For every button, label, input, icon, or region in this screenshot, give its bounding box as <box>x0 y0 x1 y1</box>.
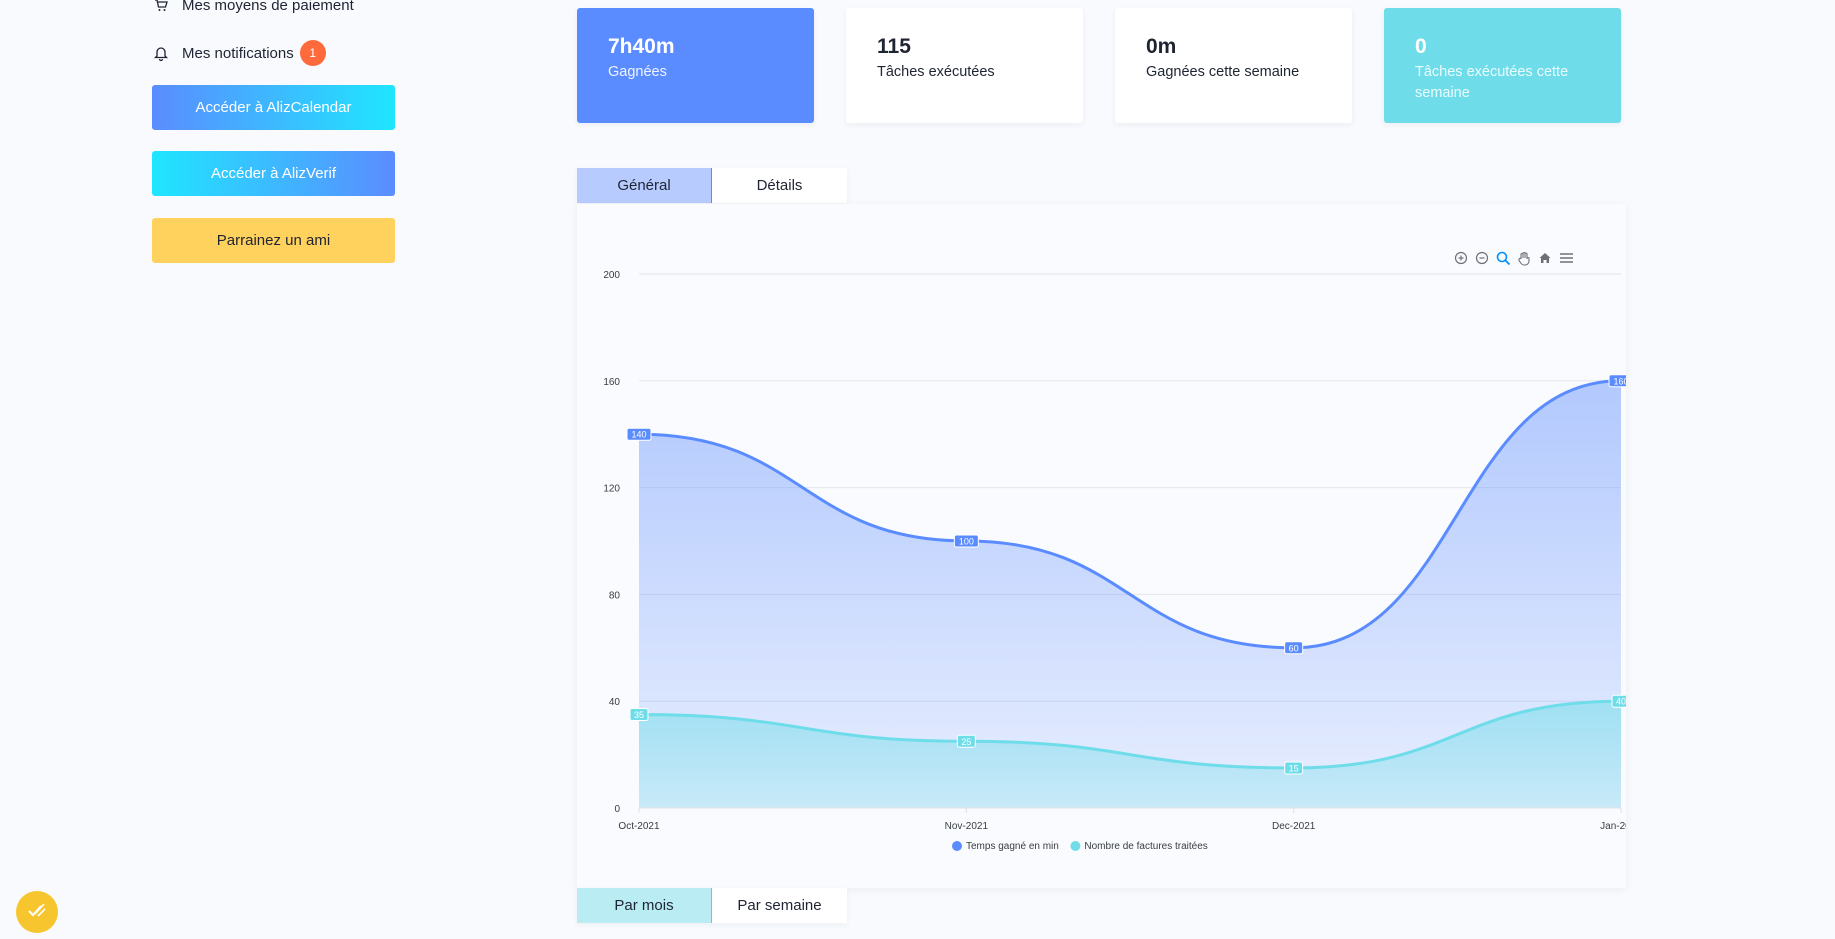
stat-value: 115 <box>877 35 911 58</box>
x-tick-label: Nov-2021 <box>945 821 989 832</box>
checklist-icon <box>25 898 49 927</box>
data-label: 40 <box>1616 697 1626 707</box>
alizcalendar-button[interactable]: Accéder à AlizCalendar <box>152 85 395 130</box>
data-label: 35 <box>634 710 644 720</box>
legend-marker <box>1070 841 1081 851</box>
data-label-bg <box>953 534 979 548</box>
stat-card-tasks: 115 Tâches exécutées <box>846 8 1083 123</box>
series-area <box>639 701 1621 808</box>
x-tick-label: Jan-2022 <box>1600 821 1626 832</box>
chart-view-tabs: Général Détails <box>577 168 847 203</box>
data-label: 160 <box>1613 376 1626 386</box>
chart-card: 140 100 60 160 35 25 15 40 0 40 80 120 160 200 Oct-20… <box>577 204 1626 888</box>
cart-icon <box>152 0 170 14</box>
y-tick-label: 0 <box>614 804 620 815</box>
period-tabs: Par mois Par semaine <box>577 888 847 923</box>
zoom-out-icon[interactable] <box>1474 250 1490 266</box>
stat-card-time-saved: 7h40m Gagnées <box>577 8 814 123</box>
legend-marker <box>952 841 962 851</box>
area-chart: 140 100 60 160 35 25 15 40 0 40 80 120 160 200 Oct-20… <box>603 270 1626 852</box>
stat-label: Gagnées cette semaine <box>1146 64 1300 80</box>
sidebar-item-label: Mes moyens de paiement <box>182 0 354 14</box>
y-tick-label: 120 <box>603 484 620 495</box>
series-line <box>638 699 1622 770</box>
data-label-bg <box>956 734 976 748</box>
tab-general[interactable]: Général <box>577 168 712 203</box>
data-label: 100 <box>959 537 974 547</box>
y-tick-label: 40 <box>609 697 621 708</box>
x-tick-label: Oct-2021 <box>618 821 660 832</box>
stat-label: Tâches exécutées <box>877 64 995 80</box>
sidebar-item-label: Mes notifications <box>182 44 294 62</box>
help-fab-button[interactable] <box>16 891 58 933</box>
data-label: 15 <box>1289 763 1299 773</box>
data-label: 140 <box>631 430 646 440</box>
y-tick-label: 80 <box>609 590 621 601</box>
stat-label: Gagnées <box>608 64 667 80</box>
stat-card-time-week: 0m Gagnées cette semaine <box>1115 8 1352 123</box>
stat-value: 0m <box>1146 35 1177 58</box>
menu-icon[interactable] <box>1558 250 1574 266</box>
stat-card-tasks-week: 0 Tâches exécutées cette semaine <box>1384 8 1621 123</box>
bell-icon <box>152 44 170 62</box>
data-label: 25 <box>961 737 971 747</box>
series-line <box>638 379 1622 650</box>
data-label-bg <box>1284 641 1304 655</box>
notification-badge: 1 <box>299 40 326 66</box>
data-label-bg <box>1611 694 1626 708</box>
chart-toolbar <box>1453 250 1574 266</box>
sidebar-item-notifications[interactable]: Mes notifications 1 <box>152 40 326 66</box>
alizverif-button[interactable]: Accéder à AlizVerif <box>152 151 395 196</box>
y-tick-label: 200 <box>603 270 620 281</box>
data-label-bg <box>1284 761 1304 775</box>
home-reset-icon[interactable] <box>1537 250 1553 266</box>
zoom-in-icon[interactable] <box>1453 250 1469 266</box>
y-tick-label: 160 <box>603 377 620 388</box>
pan-hand-icon[interactable] <box>1516 250 1532 266</box>
refer-friend-button[interactable]: Parrainez un ami <box>152 218 395 263</box>
legend-label: Temps gagné en min <box>966 841 1059 852</box>
tab-per-month[interactable]: Par mois <box>577 888 712 923</box>
sidebar-item-payment[interactable]: Mes moyens de paiement <box>152 0 354 14</box>
x-tick-label: Dec-2021 <box>1272 821 1316 832</box>
data-label-bg <box>629 708 649 722</box>
data-label: 60 <box>1289 643 1299 653</box>
data-label-bg <box>626 427 652 441</box>
data-label-bg <box>1608 374 1626 388</box>
selection-zoom-icon[interactable] <box>1495 250 1511 266</box>
stat-value: 0 <box>1415 35 1427 58</box>
tab-per-week[interactable]: Par semaine <box>712 888 847 923</box>
tab-details[interactable]: Détails <box>712 168 847 203</box>
stat-value: 7h40m <box>608 35 675 58</box>
stat-label: Tâches exécutées cette semaine <box>1415 64 1569 101</box>
legend-label: Nombre de factures traitées <box>1084 841 1207 852</box>
